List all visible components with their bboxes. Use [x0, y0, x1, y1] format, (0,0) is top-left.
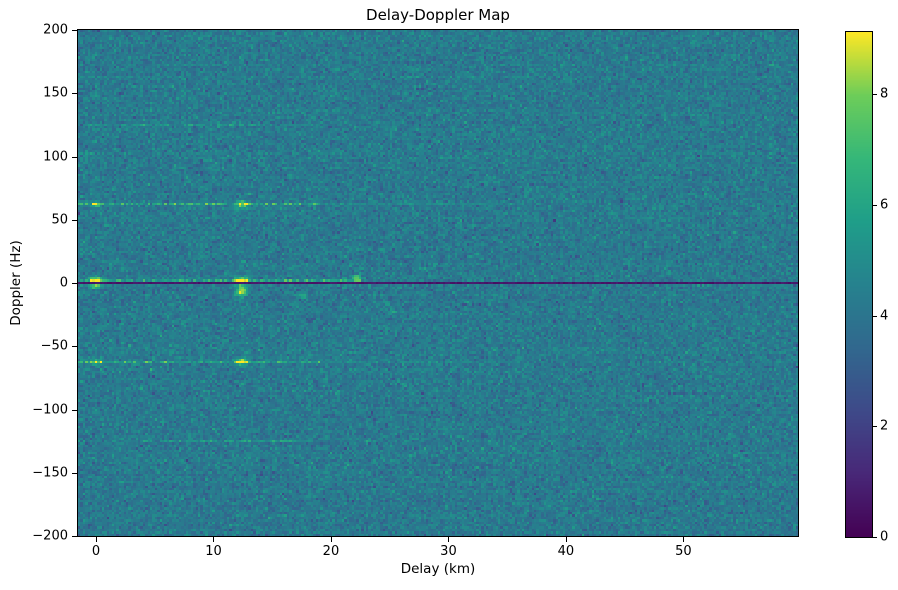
y-tick-mark	[72, 536, 77, 537]
y-tick-mark	[72, 93, 77, 95]
x-tick-mark	[330, 537, 332, 542]
y-tick-mark	[72, 156, 77, 158]
y-tick-label: −100	[32, 402, 68, 417]
y-tick-mark	[72, 30, 77, 31]
y-tick-mark	[72, 346, 77, 348]
colorbar-canvas	[846, 32, 872, 537]
colorbar-tick-mark	[873, 94, 877, 96]
colorbar-tick-mark	[873, 537, 877, 538]
y-tick-label: 200	[43, 22, 68, 38]
y-tick-mark	[72, 409, 77, 411]
colorbar	[845, 31, 873, 538]
plot-area	[77, 29, 799, 537]
x-tick-mark	[95, 537, 97, 542]
x-tick-mark	[565, 537, 567, 542]
colorbar-tick-label: 4	[880, 308, 889, 323]
x-tick-label: 40	[557, 544, 575, 559]
y-tick-label: 0	[59, 275, 68, 291]
x-tick-label: 0	[91, 544, 101, 559]
colorbar-tick-mark	[873, 426, 877, 428]
colorbar-tick-label: 8	[880, 86, 889, 102]
y-tick-label: 150	[43, 85, 68, 101]
x-axis-label: Delay (km)	[400, 561, 476, 577]
x-tick-label: 50	[675, 544, 692, 559]
y-tick-mark	[72, 472, 77, 474]
heatmap-canvas	[78, 30, 798, 536]
colorbar-tick-label: 2	[880, 418, 889, 434]
colorbar-tick-label: 0	[880, 529, 889, 545]
x-tick-label: 30	[440, 544, 457, 559]
colorbar-tick-mark	[873, 204, 877, 206]
y-tick-label: 50	[51, 212, 68, 228]
x-tick-mark	[683, 537, 685, 542]
y-tick-label: 100	[43, 149, 68, 164]
y-tick-mark	[72, 219, 77, 221]
x-tick-label: 20	[322, 544, 340, 559]
colorbar-tick-label: 6	[880, 197, 889, 213]
y-tick-label: −150	[32, 465, 68, 481]
chart-title: Delay-Doppler Map	[366, 6, 510, 24]
y-tick-label: −200	[32, 528, 68, 544]
y-tick-mark	[72, 283, 77, 284]
x-tick-mark	[448, 537, 450, 542]
colorbar-tick-mark	[873, 315, 877, 317]
x-tick-mark	[213, 537, 215, 542]
y-tick-label: −50	[40, 338, 68, 354]
x-tick-label: 10	[205, 544, 222, 559]
